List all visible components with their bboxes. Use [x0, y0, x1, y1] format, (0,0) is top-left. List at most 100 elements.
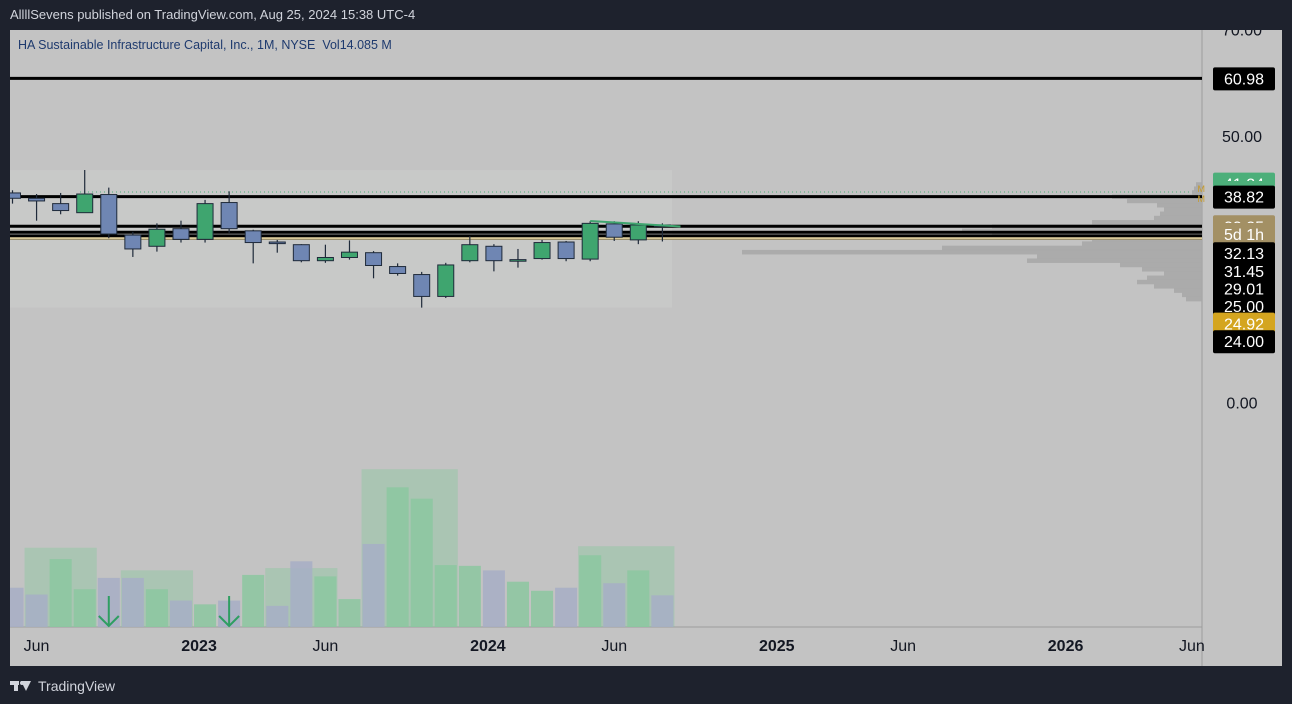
volume-bar — [603, 583, 626, 627]
price-label-box — [1213, 312, 1275, 336]
volume-profile-bar — [1092, 220, 1202, 225]
volume-profile-bar — [942, 245, 1202, 251]
volume-bar — [121, 577, 144, 627]
down-arrow-icon — [218, 615, 240, 628]
candlestick-chart[interactable]: 0.0050.0070.0072.4260.9841.2439.6738.823… — [10, 30, 1282, 666]
volume-bar — [145, 589, 168, 627]
candle-body — [605, 223, 623, 238]
volume-bar — [49, 559, 72, 627]
candle-body — [100, 194, 118, 235]
volume-unit: M — [381, 38, 392, 52]
price-label-text: 60.98 — [1224, 71, 1264, 88]
trend-line — [590, 219, 681, 228]
price-label-box — [1213, 330, 1275, 354]
volume-bar — [410, 498, 433, 627]
volume-profile-bar — [1147, 275, 1202, 281]
time-tick-label: Jun — [24, 638, 50, 655]
price-label-text: 38.82 — [1224, 190, 1264, 207]
candle-body — [533, 242, 551, 260]
candle-body — [52, 203, 70, 212]
volume-bar — [386, 487, 409, 627]
volume-bar — [506, 581, 530, 627]
price-label-text: 5d 1h — [1224, 227, 1264, 244]
price-label-text: 24.92 — [1224, 317, 1264, 334]
volume-bar — [651, 595, 674, 627]
candle-body — [316, 256, 334, 262]
volume-bar — [314, 576, 337, 627]
price-label-text: 32.13 — [1224, 246, 1264, 263]
plot-background — [10, 30, 1202, 627]
volume-bar — [290, 561, 313, 627]
candle-body — [413, 274, 431, 297]
volume-profile-bar — [1082, 241, 1202, 246]
volume-bar — [482, 570, 505, 627]
volume-label: Vol — [322, 38, 340, 52]
volume-profile-bar — [1027, 258, 1202, 263]
volume-bar — [627, 570, 650, 627]
volume-profile-bar — [1186, 296, 1202, 302]
candle-body — [10, 192, 21, 199]
tradingview-logo-icon — [10, 679, 32, 693]
candle-body — [292, 244, 310, 262]
price-tick-label: 0.00 — [1226, 396, 1257, 413]
volume-bar — [10, 587, 24, 627]
time-tick-label: 2024 — [470, 638, 506, 655]
volume-profile-period-label: M — [1198, 184, 1206, 194]
candle-body — [509, 259, 527, 262]
volume-profile-bar — [1154, 284, 1202, 289]
footer: TradingView — [10, 674, 115, 698]
volume-bar — [242, 574, 265, 627]
candle-body — [461, 244, 479, 262]
price-label-text: 31.45 — [1224, 264, 1264, 281]
price-label-box — [1213, 277, 1275, 301]
candle-body — [28, 197, 46, 202]
volume-bar — [362, 543, 385, 627]
volume-profile-bar — [1174, 288, 1202, 293]
volume-profile-bar — [1142, 267, 1202, 272]
level-highlight — [10, 237, 1202, 240]
volume-bar — [73, 589, 96, 627]
price-label-box — [1213, 223, 1275, 247]
price-tick-label: 50.00 — [1222, 129, 1262, 146]
volume-profile-bar — [1127, 198, 1202, 204]
price-label-text: 29.01 — [1224, 281, 1264, 298]
time-tick-label: Jun — [1179, 638, 1205, 655]
candle-body — [557, 241, 575, 260]
volume-bar — [266, 605, 289, 627]
volume-profile-bar — [1037, 254, 1202, 259]
price-label-box — [1213, 67, 1275, 91]
volume-profile-bar — [1157, 202, 1202, 208]
candle-body — [629, 224, 647, 241]
published-text: AllllSevens published on TradingView.com… — [10, 7, 416, 22]
price-label-box — [1213, 185, 1275, 209]
volume-value: 14.085 — [339, 38, 378, 52]
volume-profile-bar — [1196, 182, 1202, 187]
time-tick-label: 2023 — [181, 638, 217, 655]
volume-bar — [458, 565, 481, 627]
candle-body — [437, 264, 455, 297]
price-label-text: 24.00 — [1224, 334, 1264, 351]
volume-profile-bar — [1137, 279, 1202, 285]
time-tick-label: 2026 — [1048, 638, 1084, 655]
time-tick-label: Jun — [601, 638, 627, 655]
volume-profile-bar — [1194, 186, 1202, 191]
volume-profile-bar — [742, 249, 1202, 255]
candle-body — [485, 245, 503, 262]
volume-profile-bar — [1154, 215, 1202, 221]
footer-brand[interactable]: TradingView — [38, 678, 116, 694]
volume-bar — [531, 590, 554, 627]
published-header: AllllSevens published on TradingView.com… — [0, 0, 1292, 30]
candle-body — [244, 230, 262, 244]
volume-profile-bar — [1182, 292, 1202, 298]
volume-profile-bar — [1192, 190, 1202, 195]
time-tick-label: 2025 — [759, 638, 795, 655]
chart-area[interactable]: 0.0050.0070.0072.4260.9841.2439.6738.823… — [10, 30, 1282, 666]
candle-body — [196, 203, 214, 240]
volume-bar — [169, 600, 193, 627]
volume-profile-bar — [1164, 207, 1202, 212]
symbol-title: HA Sustainable Infrastructure Capital, I… — [18, 38, 316, 52]
price-label-box — [1213, 295, 1275, 319]
down-arrow-icon — [98, 615, 120, 628]
candle-body — [365, 252, 383, 266]
volume-bar — [579, 555, 602, 627]
